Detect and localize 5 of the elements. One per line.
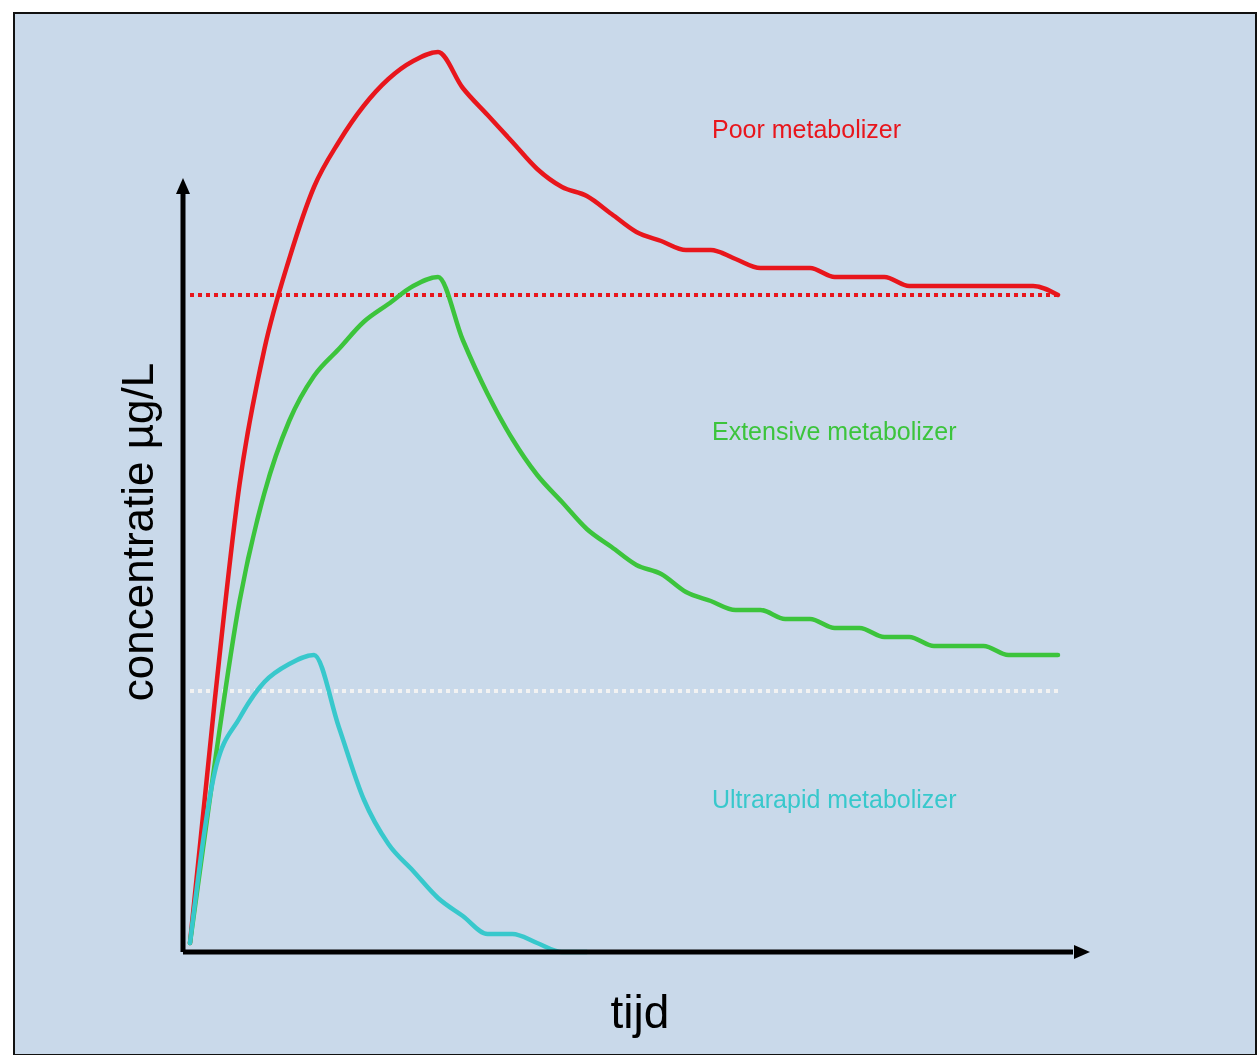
text: Ultrarapid metabolizer [712,785,957,813]
text: Poor metabolizer [712,115,901,143]
y-axis-title: concentratie µg/L [113,362,162,702]
x-axis-title: tijd [610,986,670,1038]
text: Extensive metabolizer [712,417,957,445]
